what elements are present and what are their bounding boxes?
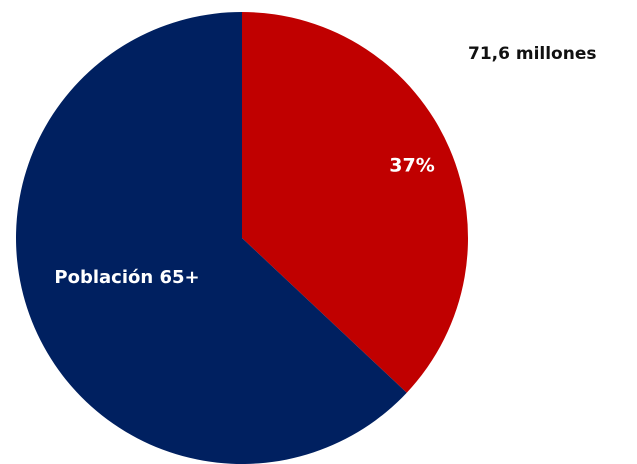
pie-slice-0	[242, 12, 469, 393]
total-population-label: 71,6 millones	[468, 44, 597, 64]
pie-slice-label-0: 37%	[389, 155, 434, 177]
pie-slices	[16, 12, 469, 464]
pie-slice-label-1: Población 65+	[54, 267, 199, 288]
pie-labels: 37% Población 65+	[54, 155, 434, 289]
pie-slice-1	[16, 12, 407, 464]
